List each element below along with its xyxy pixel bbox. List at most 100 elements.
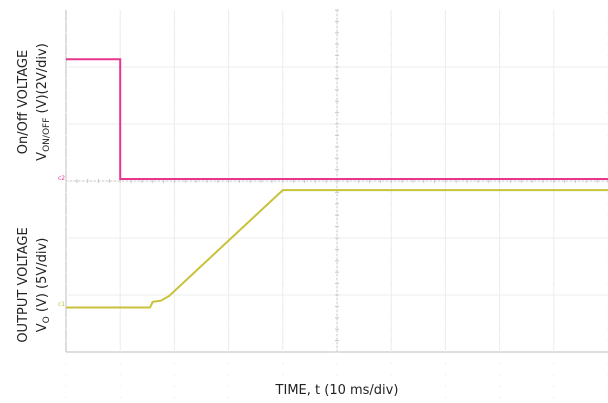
grid-dot xyxy=(499,191,501,193)
grid-dot xyxy=(553,89,555,91)
grid-dot xyxy=(499,260,501,262)
grid-dot xyxy=(553,385,555,387)
grid-dot xyxy=(499,214,501,216)
grid-dot xyxy=(390,20,392,22)
grid-dot xyxy=(282,169,284,171)
grid-dot xyxy=(282,112,284,114)
grid-dot xyxy=(444,305,446,307)
output-ylabel-units: (V) (5V/div) xyxy=(35,238,50,317)
grid-dot xyxy=(444,271,446,273)
grid-dot xyxy=(282,214,284,216)
grid-dot xyxy=(390,43,392,45)
grid-dot xyxy=(282,134,284,136)
grid-dot xyxy=(65,283,67,285)
grid-dot xyxy=(444,100,446,102)
grid-dot xyxy=(65,328,67,330)
grid-dot xyxy=(228,32,230,34)
output-trace xyxy=(66,189,608,309)
grid-dot xyxy=(336,362,338,364)
grid-dot xyxy=(119,20,121,22)
grid-dot xyxy=(282,283,284,285)
grid-dot xyxy=(282,77,284,79)
grid-dot xyxy=(553,77,555,79)
grid-dot xyxy=(499,203,501,205)
grid-dot xyxy=(65,362,67,364)
grid-dot xyxy=(390,203,392,205)
grid-dot xyxy=(553,134,555,136)
grid-dot xyxy=(173,77,175,79)
grid-dot xyxy=(173,214,175,216)
grid-dot xyxy=(65,77,67,79)
grid-dot xyxy=(390,385,392,387)
grid-dot xyxy=(553,283,555,285)
traces xyxy=(66,58,608,309)
grid-dot xyxy=(553,271,555,273)
grid-dot xyxy=(553,260,555,262)
grid-dot xyxy=(65,100,67,102)
grid-dot xyxy=(119,362,121,364)
grid-dot xyxy=(119,248,121,250)
grid-dot xyxy=(65,191,67,193)
grid-dot xyxy=(173,385,175,387)
grid-dot xyxy=(553,397,555,399)
grid-dot xyxy=(444,340,446,342)
grid-dot xyxy=(444,191,446,193)
grid-dot xyxy=(499,134,501,136)
grid-dot xyxy=(228,248,230,250)
grid-dot xyxy=(282,157,284,159)
grid-dot xyxy=(499,397,501,399)
grid-dot xyxy=(228,374,230,376)
grid-dot xyxy=(499,271,501,273)
grid-dot xyxy=(228,203,230,205)
grid-dot xyxy=(119,328,121,330)
grid-dot xyxy=(282,203,284,205)
grid-dot xyxy=(390,260,392,262)
grid-dot xyxy=(119,203,121,205)
grid-dot xyxy=(228,385,230,387)
grid-dot xyxy=(228,260,230,262)
grid-dot xyxy=(228,305,230,307)
grid-dot xyxy=(390,271,392,273)
grid-dot xyxy=(173,146,175,148)
grid-dot xyxy=(282,317,284,319)
grid-dot xyxy=(499,112,501,114)
grid-dot xyxy=(119,374,121,376)
grid-dot xyxy=(390,100,392,102)
grid-dot xyxy=(444,112,446,114)
grid-dot xyxy=(173,271,175,273)
grid-dot xyxy=(173,248,175,250)
grid-dot xyxy=(499,374,501,376)
grid-dot xyxy=(228,146,230,148)
grid-dot xyxy=(390,191,392,193)
grid-dot xyxy=(282,20,284,22)
grid-dot xyxy=(228,43,230,45)
grid-dot xyxy=(173,283,175,285)
grid-dot xyxy=(553,55,555,57)
grid-dot xyxy=(444,374,446,376)
grid-dot xyxy=(444,397,446,399)
grid-dot xyxy=(499,157,501,159)
grid-dot xyxy=(444,203,446,205)
grid-dot xyxy=(173,397,175,399)
grid-dot xyxy=(173,169,175,171)
grid-dot xyxy=(228,134,230,136)
grid-dot xyxy=(282,32,284,34)
grid-dot xyxy=(119,214,121,216)
grid-dot xyxy=(65,134,67,136)
grid-dot xyxy=(65,203,67,205)
grid-dot xyxy=(228,77,230,79)
grid-dot xyxy=(228,340,230,342)
grid-dot xyxy=(444,214,446,216)
grid-dot xyxy=(553,340,555,342)
onoff-ylabel-units: (V)(2V/div) xyxy=(35,43,50,117)
x-axis-label: TIME, t (10 ms/div) xyxy=(275,383,399,398)
grid-dot xyxy=(282,397,284,399)
grid-dot xyxy=(65,385,67,387)
grid-dot xyxy=(173,260,175,262)
grid-dot xyxy=(390,374,392,376)
grid-dot xyxy=(65,146,67,148)
grid-dot xyxy=(228,89,230,91)
grid-dot xyxy=(390,169,392,171)
grid-dot xyxy=(390,134,392,136)
grid-dot xyxy=(444,169,446,171)
